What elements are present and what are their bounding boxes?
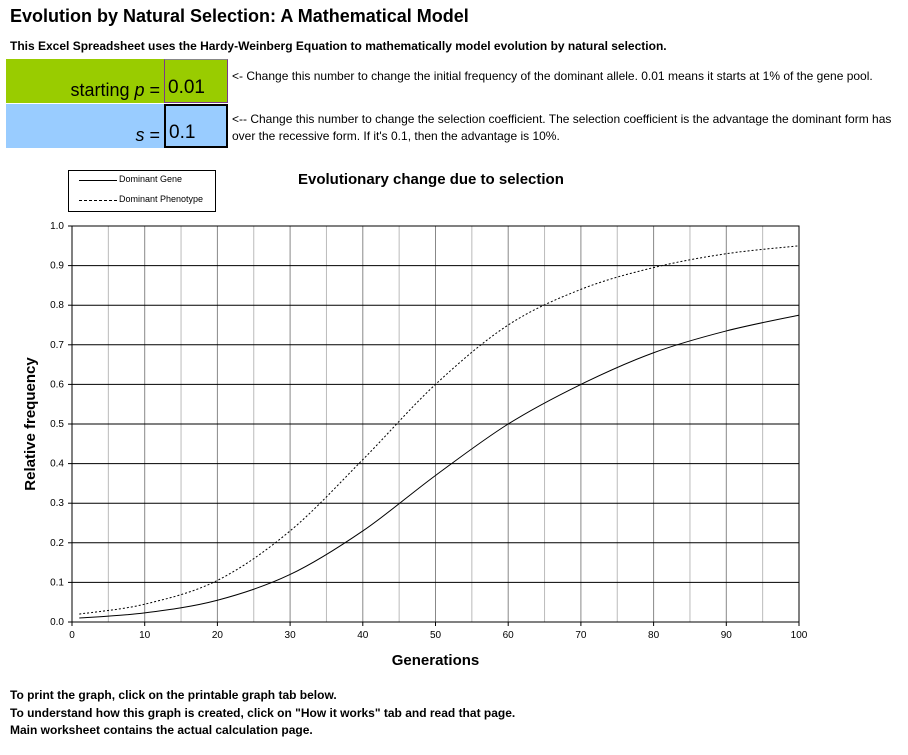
legend-dashed-line (79, 200, 117, 201)
y-axis-label: Relative frequency (22, 357, 39, 491)
page-subtitle: This Excel Spreadsheet uses the Hardy-We… (10, 39, 667, 53)
chart-ticks: 0.0 0.1 0.2 0.3 0.4 0.5 0.6 0.7 0.8 0.9 1.0 0 10 20 30… (50, 221, 808, 641)
selection-coefficient-label-suffix: = (144, 125, 160, 145)
x-tick-label: 60 (503, 630, 515, 641)
x-tick-label: 30 (285, 630, 297, 641)
x-tick-label: 0 (69, 630, 75, 641)
x-tick-label: 70 (575, 630, 587, 641)
chart: 0.0 0.1 0.2 0.3 0.4 0.5 0.6 0.7 0.8 0.9 1.0 0 10 20 30… (22, 221, 808, 669)
series-line-dominant-gene (79, 314, 800, 619)
x-axis-label: Generations (392, 652, 480, 669)
chart-legend: Dominant Gene Dominant Phenotype (68, 170, 216, 212)
y-tick-label: 1.0 (50, 221, 64, 232)
y-tick-label: 0.5 (50, 419, 64, 430)
x-tick-label: 90 (721, 630, 733, 641)
x-tick-label: 50 (430, 630, 442, 641)
y-tick-label: 0.6 (50, 379, 64, 390)
chart-title: Evolutionary change due to selection (298, 171, 564, 188)
y-tick-label: 0.8 (50, 300, 64, 311)
y-tick-label: 0.0 (50, 617, 64, 628)
x-tick-label: 80 (648, 630, 660, 641)
y-tick-label: 0.3 (50, 498, 64, 509)
selection-coefficient-label-var: s (135, 125, 145, 145)
x-tick-label: 20 (212, 630, 224, 641)
series-line-dominant-phenotype (79, 245, 800, 615)
legend-label: Dominant Phenotype (119, 194, 204, 204)
starting-p-cell[interactable]: 0.01 (164, 59, 228, 103)
legend-solid-line (79, 180, 117, 181)
footer-line-3: Main worksheet contains the actual calcu… (10, 723, 313, 737)
starting-p-label-prefix: starting (70, 80, 135, 100)
selection-coefficient-label: s = (6, 104, 164, 148)
y-tick-label: 0.1 (50, 577, 64, 588)
starting-p-label: starting p = (6, 59, 164, 103)
x-tick-label: 100 (791, 630, 808, 641)
starting-p-label-suffix: = (144, 80, 160, 100)
x-tick-label: 10 (139, 630, 151, 641)
x-tick-label: 40 (357, 630, 369, 641)
y-tick-label: 0.4 (50, 459, 64, 470)
legend-label: Dominant Gene (119, 174, 183, 184)
footer-line-2: To understand how this graph is created,… (10, 706, 516, 720)
starting-p-note: <- Change this number to change the init… (232, 69, 873, 83)
y-tick-label: 0.7 (50, 340, 64, 351)
page-title: Evolution by Natural Selection: A Mathem… (10, 6, 469, 26)
y-tick-label: 0.2 (50, 538, 64, 549)
selection-coefficient-cell[interactable]: 0.1 (164, 104, 228, 148)
footer-line-1: To print the graph, click on the printab… (10, 688, 337, 702)
chart-grid (72, 226, 799, 622)
y-tick-label: 0.9 (50, 261, 64, 272)
chart-series (79, 245, 800, 619)
starting-p-label-var: p (134, 80, 145, 100)
selection-coefficient-note: <-- Change this number to change the sel… (232, 112, 892, 143)
